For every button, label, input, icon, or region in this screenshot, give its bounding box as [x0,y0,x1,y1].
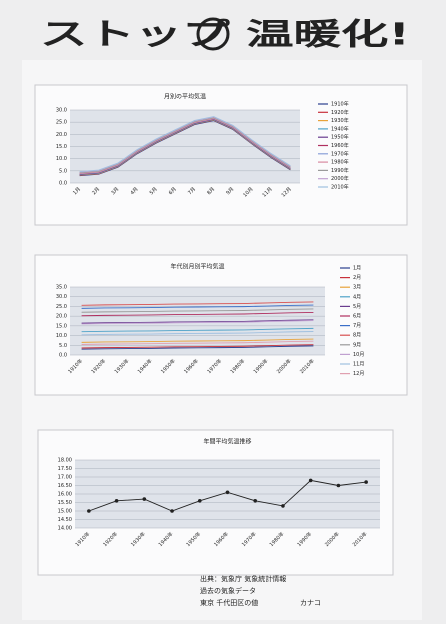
series-line [79,118,291,174]
point [87,509,91,513]
series-line [81,327,314,333]
y-tick-label: 0.0 [59,181,67,187]
legend-label: 8月 [353,333,361,339]
y-tick-label: 25.0 [56,120,67,126]
series-line [81,344,314,349]
y-tick-label: 15.0 [56,323,67,329]
legend-label: 10月 [353,352,364,358]
legend-label: 2月 [353,275,361,281]
point [197,499,202,503]
legend-label: 1950年 [331,134,349,141]
stop-icon [196,17,230,51]
y-tick-label: 14.50 [58,517,72,523]
legend-label: 1月 [353,266,361,272]
legend-label: 12月 [353,371,364,377]
point [281,504,285,508]
legend-label: 1920年 [331,109,349,116]
y-tick-label: 17.50 [58,466,72,472]
y-tick-label: 16.00 [58,492,72,498]
point [253,499,258,503]
y-tick-label: 30.0 [56,294,67,300]
y-tick-label: 35.0 [56,285,67,291]
y-tick-label: 15.00 [58,509,72,515]
legend-label: 11月 [353,362,364,368]
point [142,497,147,501]
x-tick-label: 1月 [72,186,82,196]
x-tick-label: 7月 [187,186,197,196]
series-line [81,304,314,309]
legend-label: 1930年 [331,117,349,124]
legend-label: 3月 [353,285,361,291]
legend-label: 2010年 [331,184,349,191]
x-tick-label: 4月 [130,186,140,196]
series-line [81,308,314,313]
chart-title: 月別の平均気温 [164,93,206,101]
legend-label: 4月 [353,294,361,300]
y-tick-label: 5.0 [59,168,67,174]
x-tick-label: 2月 [91,186,101,196]
series-line [81,301,314,306]
chart-title: 年間平均気温推移 [203,438,251,446]
legend-label: 1980年 [331,159,349,166]
y-tick-label: 18.00 [58,458,72,464]
series-line [81,320,314,325]
series-line [81,312,314,317]
y-tick-label: 15.50 [58,500,72,506]
x-tick-label: 8月 [206,186,216,196]
x-tick-label: 9月 [225,186,235,196]
y-tick-label: 10.0 [56,156,67,162]
y-tick-label: 5.0 [59,343,67,349]
legend-label: 1970年 [331,150,349,157]
y-tick-label: 17.00 [58,475,72,481]
legend-label: 1910年 [331,101,349,108]
point [364,480,368,484]
y-tick-label: 0.0 [59,353,67,359]
y-tick-label: 25.0 [56,304,67,310]
point [336,483,341,488]
point [308,478,313,483]
y-tick-label: 20.0 [56,132,67,138]
point [225,490,230,495]
legend-label: 1960年 [331,142,349,149]
legend-label: 6月 [353,314,361,320]
series-line [81,340,314,345]
series-line [81,319,314,324]
note: 出典：気象庁 気象統計情報 [200,574,286,583]
legend-label: 9月 [353,342,361,348]
x-tick-label: 5月 [149,186,159,196]
note: カナコ [300,599,321,607]
y-tick-label: 30.0 [56,108,67,114]
note: 過去の気象データ [200,586,256,595]
series-line [81,345,314,350]
legend-label: 1940年 [331,125,349,132]
series-line [79,116,291,173]
chart-title: 年代別月別平均気温 [170,263,224,271]
series-line [81,331,314,336]
point [114,499,119,503]
legend-label: 1990年 [331,167,349,174]
legend-label: 7月 [353,323,361,329]
series-line [79,117,291,174]
legend-label: 2000年 [331,175,349,182]
y-tick-label: 14.00 [58,526,72,532]
x-tick-label: 3月 [110,186,120,196]
y-tick-label: 16.50 [58,483,72,489]
note: 東京 千代田区の値 [200,598,258,607]
y-tick-label: 20.0 [56,314,67,320]
series-line [81,338,314,343]
legend-label: 5月 [353,304,361,310]
y-tick-label: 10.0 [56,333,67,339]
point [170,509,174,513]
x-tick-label: 6月 [168,186,178,196]
y-tick-label: 15.0 [56,144,67,150]
